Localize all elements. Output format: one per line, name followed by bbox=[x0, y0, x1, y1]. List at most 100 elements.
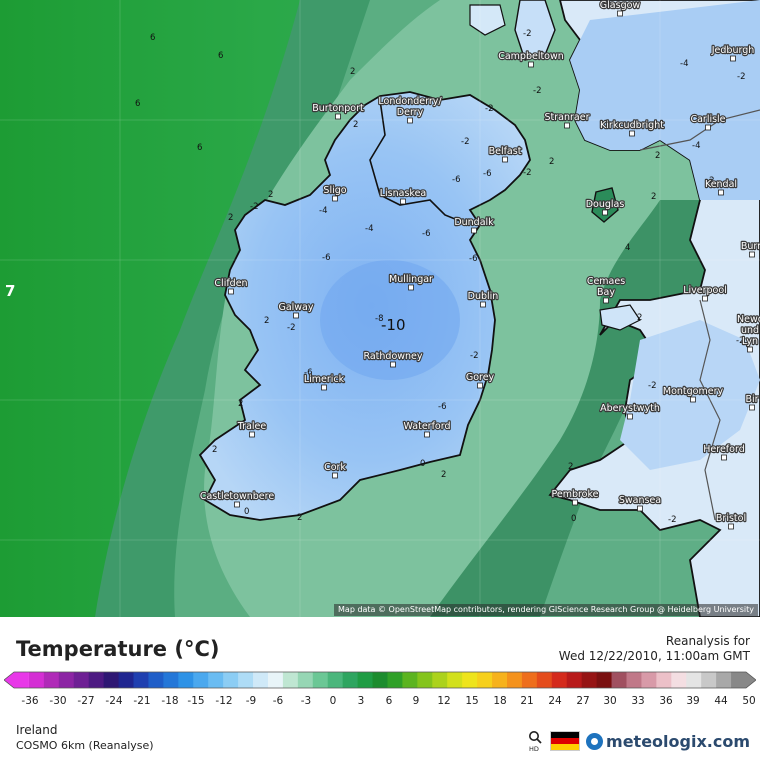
islay bbox=[469, 4, 506, 36]
city-dot bbox=[705, 124, 711, 131]
city-dot bbox=[702, 295, 708, 302]
city-marker[interactable]: Londonderry/Derry bbox=[377, 95, 444, 124]
isotherm-label: -8 bbox=[375, 314, 383, 324]
colorbar-swatch bbox=[312, 672, 329, 688]
colorbar-tick-label: -6 bbox=[272, 695, 284, 707]
city-marker[interactable]: Douglas bbox=[585, 198, 626, 216]
colorbar-swatch bbox=[716, 672, 732, 688]
anglesey bbox=[599, 304, 641, 331]
german-flag-icon[interactable] bbox=[550, 731, 581, 751]
isotherm-label: -2 bbox=[737, 72, 745, 82]
colorbar-swatch bbox=[656, 672, 672, 688]
hd-zoom-icon[interactable]: HD bbox=[528, 730, 544, 753]
isotherm-label: 2 bbox=[264, 316, 269, 326]
colorbar-tick-label: 50 bbox=[742, 695, 756, 707]
city-marker[interactable]: Tralee bbox=[236, 420, 268, 438]
isotherm-label: -4 bbox=[319, 206, 327, 216]
city-marker[interactable]: Limerick bbox=[303, 373, 346, 391]
brand-logo[interactable]: meteologix.com bbox=[586, 732, 750, 751]
city-marker[interactable]: Jedburgh bbox=[710, 44, 755, 62]
colorbar-tick-label: 21 bbox=[520, 695, 534, 707]
city-dot bbox=[637, 505, 643, 512]
city-dot bbox=[749, 251, 755, 258]
region-label: Ireland bbox=[16, 723, 58, 737]
colorbar-swatch bbox=[163, 672, 179, 688]
isotherm-label: 6 bbox=[150, 33, 155, 43]
city-name: Clifden bbox=[214, 278, 247, 289]
city-marker[interactable]: Liverpool bbox=[682, 284, 728, 302]
colorbar-tick-label: -15 bbox=[187, 695, 205, 707]
city-marker[interactable]: Belfast bbox=[487, 145, 523, 163]
city-marker[interactable]: Carlisle bbox=[689, 113, 727, 131]
city-marker[interactable]: Sligo bbox=[322, 184, 348, 202]
city-name: Jedburgh bbox=[711, 45, 755, 56]
colorbar-swatch bbox=[596, 672, 613, 688]
colorbar-tick-label: 24 bbox=[548, 695, 562, 707]
city-marker[interactable]: Aberystwyth bbox=[599, 402, 661, 420]
colorbar-swatch bbox=[432, 672, 448, 688]
map-attribution[interactable]: Map data © OpenStreetMap contributors, r… bbox=[334, 604, 758, 616]
colorbar-swatch bbox=[223, 672, 239, 688]
city-name: und bbox=[741, 325, 759, 336]
city-marker[interactable]: Clifden bbox=[213, 277, 249, 295]
city-marker[interactable]: Hereford bbox=[702, 443, 746, 461]
isotherm-label: 2 bbox=[350, 67, 355, 77]
city-dot bbox=[332, 472, 338, 479]
isotherm-label: -4 bbox=[680, 59, 688, 69]
colorbar-tick-label: 33 bbox=[631, 695, 645, 707]
city-marker[interactable]: Stranraer bbox=[543, 111, 591, 129]
city-marker[interactable]: Dundalk bbox=[453, 216, 495, 234]
city-marker[interactable]: Gorey bbox=[465, 371, 496, 389]
city-name: Burn bbox=[741, 241, 760, 252]
isotherm-label: -2 bbox=[250, 202, 258, 212]
city-name: Bay bbox=[597, 287, 615, 298]
city-name: Sligo bbox=[323, 185, 346, 196]
city-name: Swansea bbox=[619, 495, 661, 506]
city-marker[interactable]: Cork bbox=[323, 461, 348, 479]
city-marker[interactable]: Lisnaskea bbox=[379, 187, 427, 205]
colorbar-swatch bbox=[536, 672, 553, 688]
isotherm-label: -4 bbox=[365, 224, 373, 234]
city-marker[interactable]: Burtonport bbox=[311, 102, 365, 120]
city-marker[interactable]: Dublin bbox=[466, 290, 500, 308]
colorbar-swatch bbox=[701, 672, 717, 688]
colorbar-tick-label: -3 bbox=[300, 695, 312, 707]
city-dot bbox=[400, 198, 406, 205]
city-dot bbox=[629, 130, 635, 137]
city-marker[interactable]: Glasgow bbox=[599, 0, 642, 17]
city-marker[interactable]: Bir bbox=[744, 393, 760, 411]
city-marker[interactable]: Galway bbox=[277, 301, 315, 319]
colorbar-swatch bbox=[372, 672, 388, 688]
city-dot bbox=[471, 227, 477, 234]
city-marker[interactable]: NewcundLyn bbox=[736, 313, 760, 353]
city-marker[interactable]: Kirkcudbright bbox=[599, 119, 665, 137]
city-marker[interactable]: Rathdowney bbox=[362, 350, 424, 368]
city-dot bbox=[390, 361, 396, 368]
weather-map[interactable]: 6 6 6 6 2 2 -2 -2 -2 -2 2 -6 -2 -6 2 -4 -4 -2 -2 2 2 -2 -4 -4 -6… bbox=[0, 0, 760, 617]
city-name: Liverpool bbox=[683, 285, 727, 296]
city-dot bbox=[477, 382, 483, 389]
city-marker[interactable]: Swansea bbox=[618, 494, 662, 512]
cold-core bbox=[320, 260, 460, 380]
city-marker[interactable]: Montgomery bbox=[662, 385, 725, 403]
colorbar-tick-label: 3 bbox=[357, 695, 365, 707]
city-marker[interactable]: Bristol bbox=[715, 512, 747, 530]
city-marker[interactable]: Castletownbere bbox=[199, 490, 276, 508]
colorbar-swatch bbox=[238, 672, 254, 688]
colorbar-tick-label: 30 bbox=[603, 695, 617, 707]
city-marker[interactable]: Mullingar bbox=[388, 273, 434, 291]
city-marker[interactable]: Campbeltown bbox=[497, 50, 565, 68]
colorbar-swatch bbox=[73, 672, 90, 688]
isotherm-label: -6 bbox=[469, 254, 477, 264]
city-marker[interactable]: Kendal bbox=[704, 178, 738, 196]
colorbar-swatch bbox=[671, 672, 687, 688]
city-marker[interactable]: Pembroke bbox=[550, 488, 600, 506]
ni-border bbox=[369, 99, 471, 226]
city-marker[interactable]: Burn bbox=[740, 240, 760, 258]
colorbar-tick-label: 36 bbox=[659, 695, 673, 707]
city-marker[interactable]: Waterford bbox=[402, 420, 452, 438]
colorbar-swatch bbox=[208, 672, 224, 688]
city-name: Dublin bbox=[468, 291, 499, 302]
city-dot bbox=[718, 189, 724, 196]
